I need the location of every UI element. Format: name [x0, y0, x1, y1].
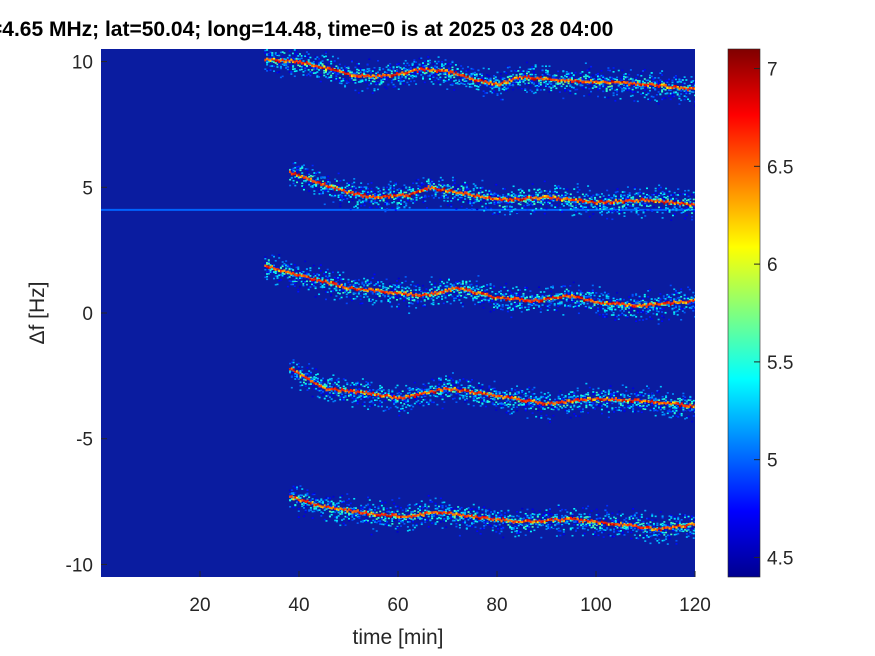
- trace-core-line-4: [288, 495, 695, 530]
- colorbar-tick-label: 5.5: [767, 353, 793, 374]
- y-tick-label: 10: [72, 53, 93, 74]
- colorbar-tick-label: 7: [767, 60, 778, 81]
- colorbar-ticks: 7 6.5 6 5.5 5 4.5: [754, 60, 793, 569]
- x-tick-label: 40: [288, 595, 309, 616]
- trace-2: [264, 253, 695, 325]
- heatmap-layer: [101, 49, 695, 545]
- x-axis-ticks: 20 40 60 80 100 120: [189, 571, 711, 616]
- trace-core-line-2: [264, 264, 695, 307]
- trace-core-line-1: [288, 171, 695, 206]
- x-tick-label: 80: [486, 595, 507, 616]
- trace-1: [288, 162, 695, 221]
- chart-title: =4.65 MHz; lat=50.04; long=14.48, time=0…: [0, 18, 614, 41]
- trace-3: [288, 359, 695, 423]
- x-tick-label: 60: [387, 595, 408, 616]
- trace-4: [288, 485, 695, 545]
- y-tick-label: 5: [82, 178, 93, 199]
- x-tick-label: 120: [679, 595, 711, 616]
- colorbar-tick-label: 4.5: [767, 548, 793, 569]
- trace-core-line-3: [288, 367, 695, 407]
- x-axis-label: time [min]: [352, 626, 443, 649]
- y-tick-label: -10: [66, 555, 93, 576]
- x-tick-label: 20: [189, 595, 210, 616]
- trace-0: [264, 49, 695, 107]
- y-tick-label: -5: [76, 430, 93, 451]
- colorbar-tick-label: 5: [767, 451, 778, 472]
- y-tick-label: 0: [82, 304, 93, 325]
- trace-core-line-0: [264, 58, 695, 90]
- colorbar-tick-label: 6: [767, 255, 778, 276]
- x-tick-label: 100: [580, 595, 612, 616]
- colorbar-tick-label: 6.5: [767, 157, 793, 178]
- colorbar: [727, 48, 761, 578]
- plot-area: [101, 49, 695, 577]
- y-axis-ticks: 10 5 0 -5 -10: [66, 53, 107, 576]
- y-axis-label: Δf [Hz]: [26, 281, 49, 344]
